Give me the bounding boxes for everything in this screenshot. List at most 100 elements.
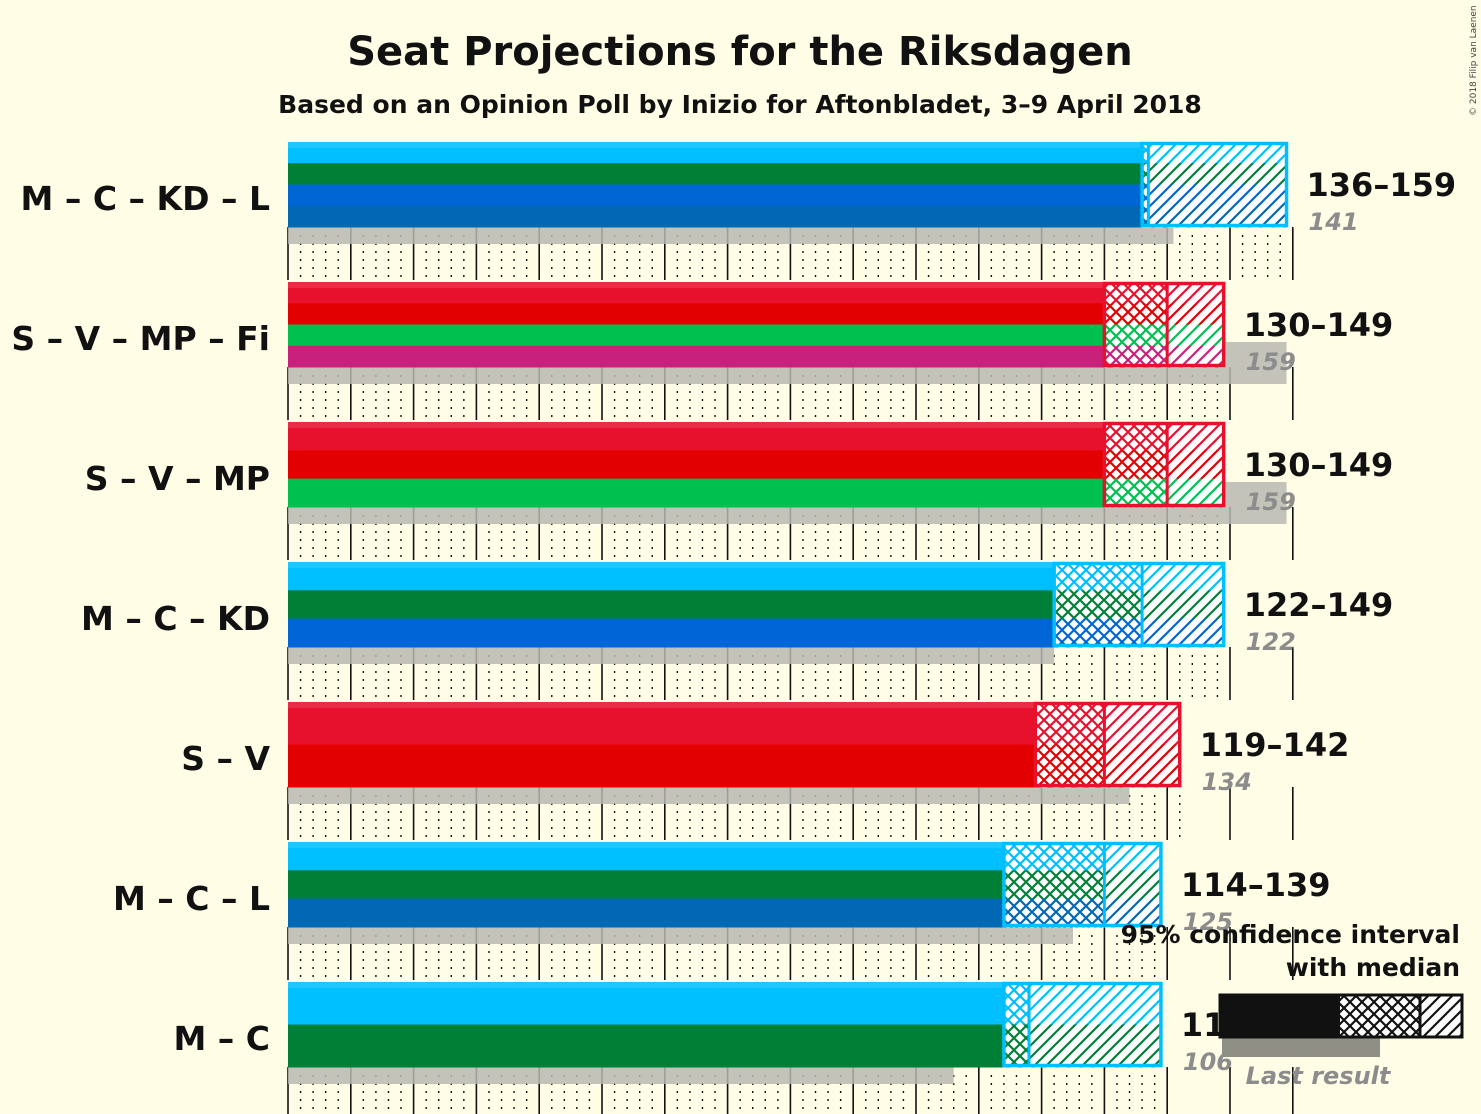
ci-diag-hatch-M: [1148, 142, 1287, 164]
coalition-row: S – V 119–142 134: [181, 701, 1349, 840]
party-stripe-Fi: [288, 345, 1105, 368]
ci-cross-hatch-C: [1003, 870, 1105, 900]
legend: 95% confidence interval with median Last…: [1121, 920, 1464, 1090]
party-stripe-MP: [288, 324, 1105, 347]
party-stripe-S: [288, 422, 1105, 451]
party-stripe-M: [288, 562, 1055, 591]
copyright-credit: © 2018 Filip van Laenen: [1469, 5, 1479, 116]
ci-diag-hatch-V: [1167, 303, 1224, 325]
ci-outline: [1002, 981, 1163, 1068]
ci-outline: [1033, 701, 1182, 788]
chart-title: Seat Projections for the Riksdagen: [347, 29, 1133, 75]
ci-diag-hatch-M: [1142, 562, 1224, 591]
coalition-label: S – V – MP: [85, 459, 270, 498]
ci-diag-hatch-KD: [1148, 184, 1287, 207]
ci-diag-hatch-L: [1104, 898, 1161, 928]
legend-ci-line1: 95% confidence interval: [1121, 920, 1460, 949]
party-stripe-L: [288, 898, 1004, 928]
bar-sheen: [288, 982, 1004, 988]
ci-diag-hatch-M: [1104, 842, 1161, 871]
ci-outline: [1102, 281, 1226, 368]
ci-diag-hatch-C: [1148, 163, 1287, 185]
ci-cross-hatch-M: [1142, 142, 1149, 164]
coalition-label: S – V: [181, 739, 270, 778]
ci-cross-hatch-L: [1003, 898, 1105, 928]
party-stripe-M: [288, 982, 1004, 1025]
party-stripe-KD: [288, 618, 1055, 648]
last-result-label: 159: [1246, 348, 1296, 376]
coalition-row: M – C – L 114–139 125: [113, 841, 1331, 980]
coalition-label: M – C – L: [113, 879, 270, 918]
ci-outline: [1102, 421, 1226, 508]
ci-cross-hatch-L: [1142, 205, 1149, 228]
legend-outline: [1218, 993, 1464, 1039]
range-label: 136–159: [1307, 166, 1457, 204]
ci-diag-hatch-S: [1104, 702, 1180, 745]
ci-diag-hatch-C: [1142, 590, 1224, 620]
ci-diag-hatch-MP: [1167, 478, 1224, 508]
party-stripe-M: [288, 842, 1004, 871]
coalition-label: M – C – KD: [81, 599, 270, 638]
ci-cross-hatch-C: [1054, 590, 1143, 620]
party-stripe-C: [288, 163, 1143, 185]
ci-diag-hatch-M: [1029, 982, 1161, 1025]
ci-cross-hatch-S: [1104, 422, 1168, 451]
range-label: 114–139: [1181, 866, 1331, 904]
ci-diag-hatch-Fi: [1167, 345, 1224, 368]
legend-ci-line2: with median: [1286, 953, 1460, 982]
coalition-row: M – C – KD – L 136–159 141: [21, 141, 1457, 280]
coalition-rows: M – C – KD – L 136–159 141 S – V – MP – Fi 1…: [11, 141, 1457, 1114]
ci-cross-hatch-Fi: [1104, 345, 1168, 368]
chart-subtitle: Based on an Opinion Poll by Inizio for A…: [278, 90, 1202, 119]
legend-diag-hatch: [1420, 995, 1462, 1037]
party-stripe-C: [288, 590, 1055, 620]
coalition-label: M – C: [173, 1019, 270, 1058]
bar-sheen: [288, 422, 1105, 428]
ci-outline: [1140, 141, 1289, 228]
ci-cross-hatch-V: [1104, 303, 1168, 325]
party-stripe-C: [288, 1024, 1004, 1068]
bar-sheen: [288, 562, 1055, 568]
ci-diag-hatch-MP: [1167, 324, 1224, 347]
ci-cross-hatch-V: [1035, 744, 1105, 788]
party-stripe-V: [288, 450, 1105, 480]
ci-cross-hatch-S: [1035, 702, 1105, 745]
bar-sheen: [288, 702, 1036, 708]
ci-diag-hatch-KD: [1142, 618, 1224, 648]
last-result-label: 141: [1309, 208, 1359, 236]
ci-cross-hatch-C: [1003, 1024, 1030, 1068]
party-stripe-L: [288, 205, 1143, 228]
party-stripe-C: [288, 870, 1004, 900]
ci-outline: [1052, 561, 1226, 648]
range-label: 130–149: [1244, 306, 1394, 344]
coalition-row: S – V – MP – Fi 130–149 159: [11, 281, 1394, 420]
ci-cross-hatch-C: [1142, 163, 1149, 185]
ci-diag-hatch-C: [1029, 1024, 1161, 1068]
ci-diag-hatch-V: [1167, 450, 1224, 480]
range-label: 122–149: [1244, 586, 1394, 624]
coalition-row: S – V – MP 130–149 159: [85, 421, 1393, 560]
ci-cross-hatch-KD: [1142, 184, 1149, 207]
ci-diag-hatch-S: [1167, 282, 1224, 304]
party-stripe-S: [288, 702, 1036, 745]
party-stripe-V: [288, 744, 1036, 788]
ci-diag-hatch-S: [1167, 422, 1224, 451]
coalition-label: M – C – KD – L: [21, 179, 270, 218]
ci-cross-hatch-V: [1104, 450, 1168, 480]
ci-cross-hatch-M: [1054, 562, 1143, 591]
ci-cross-hatch-MP: [1104, 478, 1168, 508]
last-result-label: 134: [1202, 768, 1252, 796]
party-stripe-MP: [288, 478, 1105, 508]
last-result-label: 159: [1246, 488, 1296, 516]
ci-diag-hatch-V: [1104, 744, 1180, 788]
party-stripe-V: [288, 303, 1105, 325]
party-stripe-M: [288, 142, 1143, 164]
last-result-label: 122: [1246, 628, 1296, 656]
legend-solid-bar: [1220, 995, 1340, 1037]
bar-sheen: [288, 142, 1143, 148]
ci-cross-hatch-KD: [1054, 618, 1143, 648]
legend-last-result: Last result: [1246, 1062, 1392, 1090]
ci-cross-hatch-MP: [1104, 324, 1168, 347]
bar-sheen: [288, 282, 1105, 288]
